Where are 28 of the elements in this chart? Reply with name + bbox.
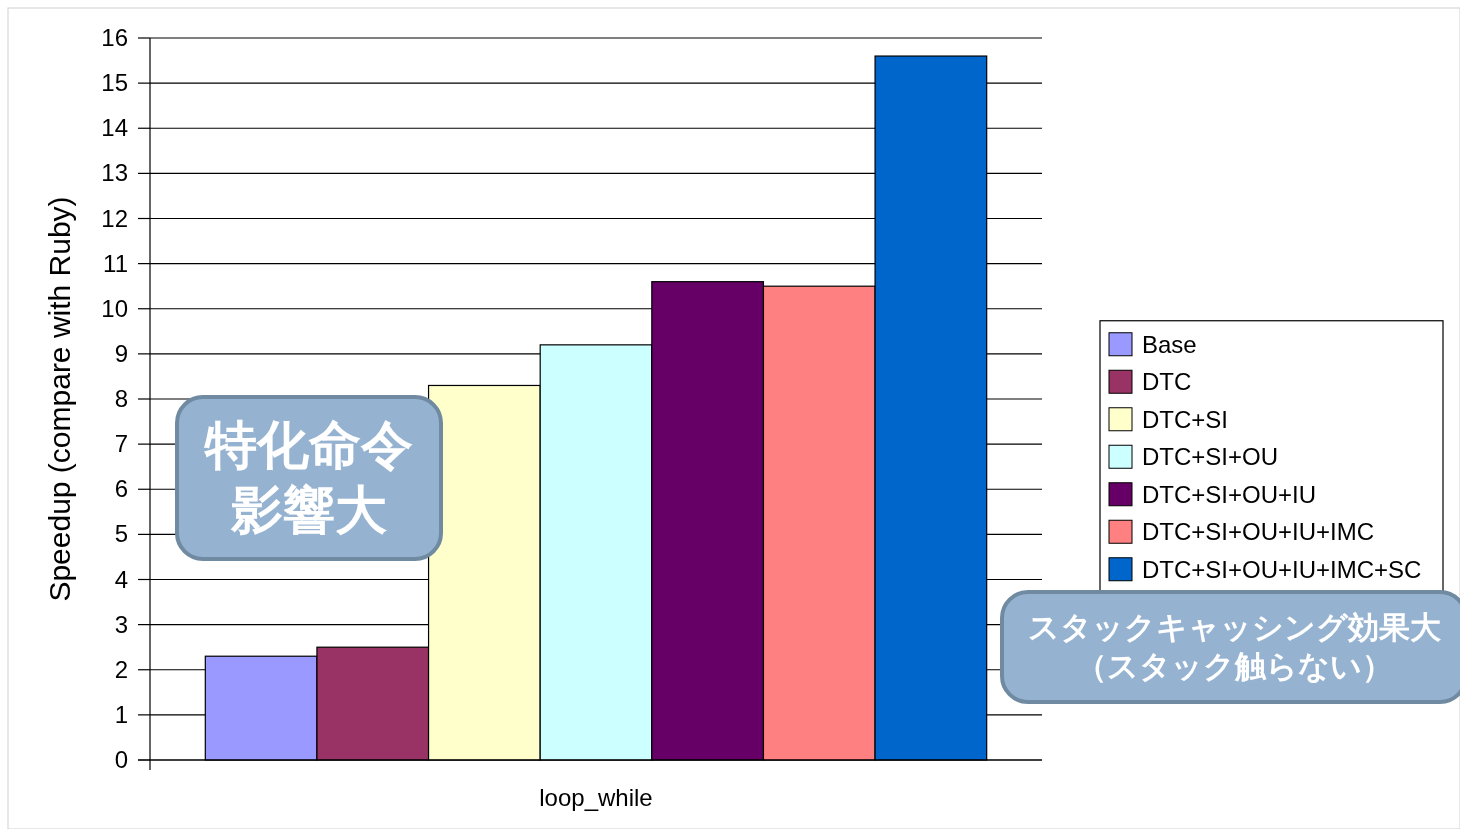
legend-label: DTC+SI+OU+IU+IMC — [1142, 518, 1375, 546]
legend-label: Base — [1142, 330, 1197, 358]
y-tick-label: 15 — [101, 69, 128, 97]
y-tick-label: 13 — [101, 159, 128, 187]
y-tick-label: 5 — [114, 520, 128, 548]
y-tick-label: 7 — [114, 430, 128, 458]
legend-label: DTC+SI+OU+IU+IMC+SC — [1142, 555, 1422, 583]
annotation: スタックキャッシング効果大（スタック触らない） — [1000, 590, 1460, 704]
y-tick-label: 14 — [101, 114, 128, 142]
annotation: 特化命令影響大 — [175, 395, 443, 561]
y-tick-label: 3 — [114, 610, 128, 638]
y-tick-label: 8 — [114, 385, 128, 412]
y-axis-title: Speedup (compare with Ruby) — [43, 196, 76, 602]
legend-label: DTC+SI+OU — [1142, 443, 1279, 471]
y-tick-label: 16 — [101, 24, 128, 51]
y-tick-label: 6 — [114, 475, 128, 503]
y-tick-label: 1 — [114, 700, 128, 728]
y-tick-label: 4 — [114, 565, 128, 593]
y-tick-label: 2 — [114, 655, 128, 683]
legend-label: DTC — [1142, 368, 1192, 396]
x-tick-label: loop_while — [539, 784, 653, 811]
y-tick-label: 0 — [114, 746, 128, 773]
y-tick-label: 12 — [101, 204, 128, 232]
legend-label: DTC+SI — [1142, 405, 1229, 433]
y-tick-label: 10 — [101, 294, 128, 322]
legend-label: DTC+SI+OU+IU — [1142, 480, 1317, 508]
y-tick-label: 9 — [114, 339, 128, 367]
y-tick-label: 11 — [103, 249, 128, 277]
